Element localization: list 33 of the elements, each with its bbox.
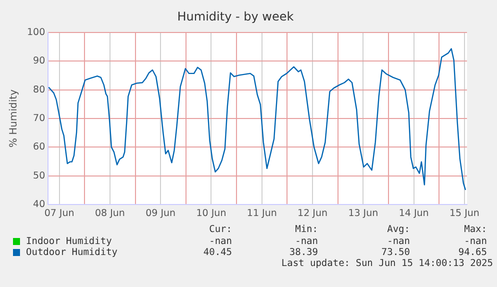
text: Min: [295, 224, 318, 235]
x-tick-label: 09 Jun [146, 208, 176, 219]
text: -nan [464, 236, 487, 247]
text: 94.65 [458, 247, 487, 258]
text: -nan [295, 236, 318, 247]
legend-label: Outdoor Humidity [26, 247, 118, 258]
y-tick-label: 60 [33, 142, 46, 153]
legend-label: Indoor Humidity [26, 236, 112, 247]
text: Max: [464, 224, 487, 235]
y-tick-label: 40 [33, 199, 46, 210]
y-tick-label: 90 [33, 56, 46, 67]
text: -nan [209, 236, 232, 247]
x-tick-label: 08 Jun [94, 208, 125, 219]
text: 40.45 [203, 247, 232, 258]
text: 73.50 [381, 247, 410, 258]
y-tick-label: 50 [33, 170, 46, 182]
x-tick-label: 14 Jun [398, 208, 429, 219]
x-tick-label: 13 Jun [348, 208, 378, 219]
text: Last update: Sun Jun 15 14:00:13 2025 [281, 258, 493, 269]
y-tick-label: 80 [33, 84, 46, 96]
x-tick-label: 10 Jun [196, 208, 226, 219]
y-axis-title: % Humidity [8, 89, 20, 148]
x-tick-label: 12 Jun [298, 208, 328, 219]
text: Avg: [387, 224, 410, 235]
text: Cur: [209, 224, 232, 235]
x-tick-label: 15 Jun [449, 208, 480, 219]
x-tick-label: 07 Jun [44, 208, 74, 219]
chart-title: Humidity - by week [177, 9, 294, 24]
y-tick-label: 100 [26, 26, 46, 38]
text: 38.39 [289, 247, 318, 258]
y-tick-label: 70 [33, 112, 46, 124]
text: -nan [387, 236, 410, 247]
x-tick-label: 11 Jun [246, 208, 277, 219]
